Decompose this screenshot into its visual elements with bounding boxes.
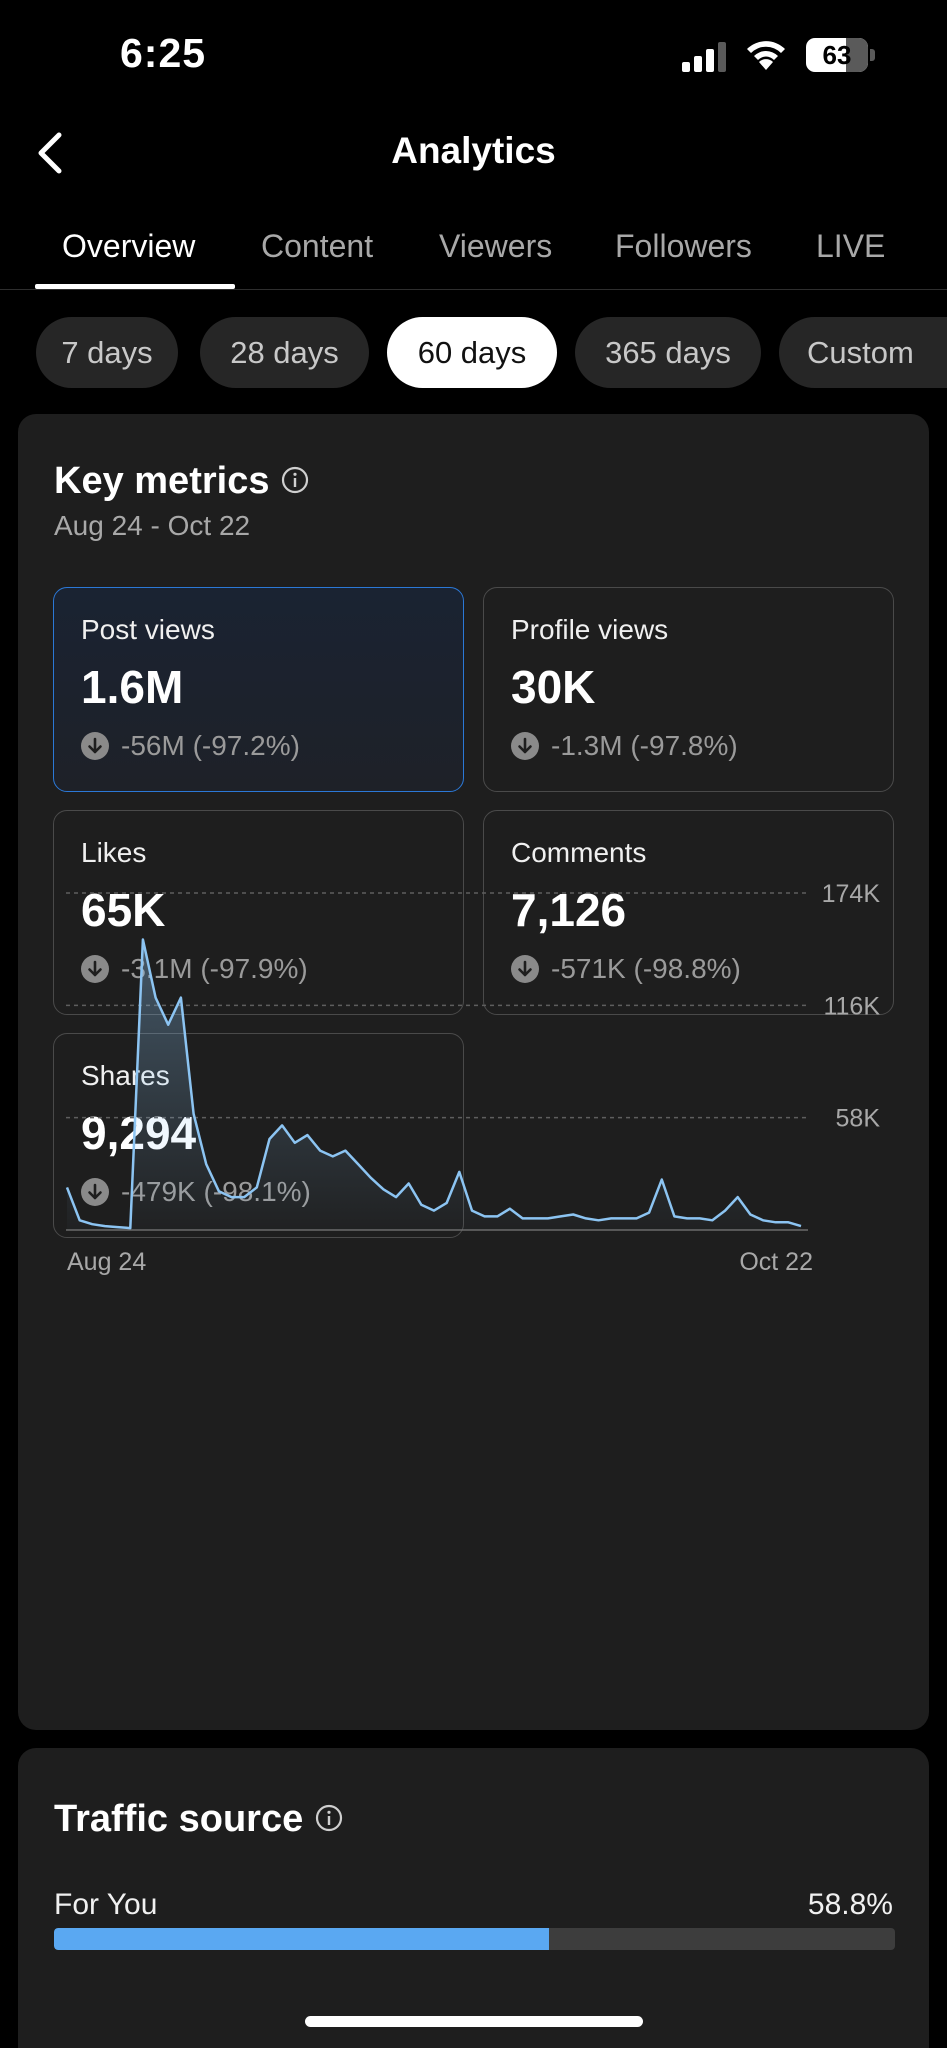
chart-area-fill (67, 939, 801, 1230)
y-tick-label: 174K (822, 880, 881, 908)
status-bar: 6:25 63 (0, 0, 947, 110)
arrow-down-circle-icon (81, 1178, 109, 1206)
metric-profile-views[interactable]: Profile views 30K -1.3M (-97.8%) (483, 587, 894, 792)
metric-delta-text: -1.3M (-97.8%) (551, 730, 738, 761)
tab-content[interactable]: Content (261, 228, 374, 264)
metric-delta: -3.1M (-97.9%) (81, 953, 308, 985)
tab-live[interactable]: LIVE (816, 228, 886, 264)
arrow-down-circle-icon (511, 955, 539, 983)
metric-delta-text: -571K (-98.8%) (551, 953, 741, 984)
status-time: 6:25 (120, 30, 207, 76)
chevron-left-icon (38, 132, 62, 174)
y-tick-label: 116K (823, 992, 880, 1020)
metric-label: Likes (81, 837, 147, 868)
battery-icon: 63 (806, 38, 876, 72)
range-365-days[interactable]: 365 days (575, 317, 761, 388)
metric-post-views[interactable]: Post views 1.6M -56M (-97.2%) (53, 587, 464, 792)
home-indicator[interactable] (305, 2016, 643, 2027)
traffic-source-card: Traffic source For You 58.8% (18, 1748, 929, 2048)
post-views-chart[interactable]: 174K 116K 58K Aug 24 Oct 22 (36, 858, 896, 1288)
cellular-signal-icon (682, 42, 726, 72)
arrow-down-circle-icon (511, 732, 539, 760)
metric-delta: -56M (-97.2%) (81, 730, 300, 762)
traffic-source-label: For You (54, 1888, 158, 1921)
traffic-source-heading: Traffic source (54, 1798, 343, 1841)
metric-delta: -571K (-98.8%) (511, 953, 741, 985)
battery-level: 63 (822, 39, 852, 70)
metric-value: 30K (511, 661, 596, 713)
x-tick-label: Oct 22 (739, 1248, 813, 1276)
traffic-source-percent: 58.8% (807, 1888, 893, 1921)
active-tab-indicator (35, 284, 235, 289)
range-7-days[interactable]: 7 days (36, 317, 178, 388)
x-tick-label: Aug 24 (67, 1248, 146, 1276)
tab-viewers[interactable]: Viewers (439, 228, 553, 264)
y-tick-label: 58K (836, 1105, 881, 1133)
range-60-days[interactable]: 60 days (387, 317, 557, 388)
metric-delta-text: -56M (-97.2%) (121, 730, 300, 761)
traffic-source-title: Traffic source (54, 1798, 304, 1840)
metric-label: Profile views (511, 614, 669, 645)
arrow-down-circle-icon (81, 732, 109, 760)
traffic-source-bar-fill (54, 1928, 549, 1950)
range-custom[interactable]: Custom (779, 317, 947, 388)
metric-likes[interactable]: Likes 65K -3.1M (-97.9%) (53, 810, 464, 1015)
page-title: Analytics (391, 130, 556, 171)
info-icon[interactable] (281, 466, 309, 494)
metric-delta: -1.3M (-97.8%) (511, 730, 738, 762)
key-metrics-heading: Key metrics (54, 460, 309, 503)
traffic-source-bar (54, 1928, 895, 1950)
tab-followers[interactable]: Followers (615, 228, 752, 264)
metric-value: 1.6M (81, 661, 184, 713)
wifi-icon (747, 41, 785, 70)
back-button[interactable] (28, 124, 72, 182)
range-28-days[interactable]: 28 days (200, 317, 369, 388)
metric-comments[interactable]: Comments 7,126 -571K (-98.8%) (483, 810, 894, 1015)
date-range: Aug 24 - Oct 22 (54, 510, 251, 541)
tab-overview[interactable]: Overview (62, 228, 196, 264)
tab-bar: Overview Content Viewers Followers LIVE (0, 218, 947, 290)
metric-label: Comments (511, 837, 647, 868)
key-metrics-title: Key metrics (54, 460, 270, 502)
arrow-down-circle-icon (81, 955, 109, 983)
info-icon[interactable] (315, 1804, 343, 1832)
metric-label: Post views (81, 614, 215, 645)
chart-series-line (65, 938, 802, 1230)
